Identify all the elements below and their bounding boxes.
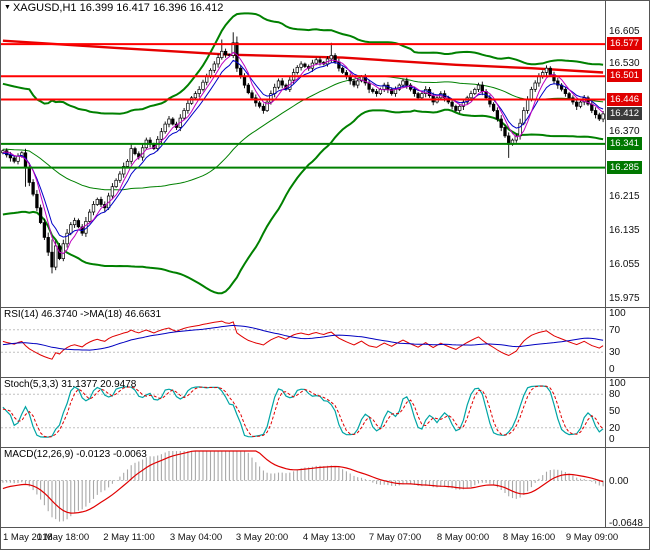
macd-axis-label: 0.00 — [609, 475, 629, 487]
price-tick-label: 16.135 — [609, 225, 640, 237]
pane-separator[interactable] — [1, 447, 649, 448]
price-tick-label: 16.215 — [609, 191, 640, 203]
macd-pane[interactable]: MACD(12,26,9) -0.0123 -0.0063 — [1, 447, 605, 527]
time-axis-label: 8 May 00:00 — [436, 532, 490, 543]
stoch-axis-label: 20 — [609, 422, 621, 434]
level-price-label: 16.577 — [607, 37, 643, 51]
pane-separator[interactable] — [1, 377, 649, 378]
price-pane[interactable]: ▼ XAGUSD,H1 16.399 16.417 16.396 16.412 — [1, 1, 605, 307]
stochastic-title: Stoch(5,3,3) 31.1377 20.9478 — [4, 379, 137, 390]
ohlc-values: 16.399 16.417 16.396 16.412 — [79, 2, 224, 14]
level-price-label: 16.446 — [607, 92, 643, 106]
rsi-axis-label: 70 — [609, 324, 621, 336]
time-axis-label: 1 May 2018 — [3, 532, 53, 543]
rsi-axis-label: 100 — [609, 308, 626, 319]
time-axis-label: 3 May 20:00 — [235, 532, 289, 543]
time-axis-label: 1 May 18:00 — [36, 532, 90, 543]
stoch-axis-label: 100 — [609, 378, 626, 389]
time-axis-label: 2 May 11:00 — [103, 532, 155, 543]
macd-canvas — [1, 450, 605, 522]
level-price-label: 16.341 — [607, 136, 643, 150]
time-axis-label: 8 May 16:00 — [502, 532, 556, 543]
time-axis-label: 9 May 09:00 — [565, 532, 619, 543]
stoch-axis-label: 80 — [609, 389, 621, 401]
current-price-label: 16.412 — [607, 106, 643, 120]
rsi-axis-label: 30 — [609, 347, 621, 359]
pane-separator[interactable] — [1, 307, 649, 308]
time-axis-label: 7 May 07:00 — [368, 532, 422, 543]
price-tick-label: 15.975 — [609, 292, 640, 304]
chart-title: ▼ XAGUSD,H1 16.399 16.417 16.396 16.412 — [4, 2, 223, 14]
time-axis[interactable]: 1 May 2018 1 May 18:00 2 May 11:00 3 May 04… — [1, 528, 649, 549]
rsi-canvas — [1, 320, 605, 360]
stochastic-canvas — [1, 385, 605, 438]
pane-separator[interactable] — [1, 527, 649, 528]
time-axis-label: 4 May 13:00 — [302, 532, 356, 543]
candlestick-canvas — [1, 12, 605, 295]
price-tick-label: 16.530 — [609, 57, 640, 69]
rsi-pane[interactable]: RSI(14) 46.3740 ->MA(18) 46.6631 — [1, 307, 605, 377]
price-tick-label: 16.055 — [609, 258, 640, 270]
symbol-timeframe-label: XAGUSD,H1 — [12, 2, 77, 14]
macd-title: MACD(12,26,9) -0.0123 -0.0063 — [4, 449, 147, 460]
stoch-axis-label: 0 — [609, 434, 615, 445]
time-axis-label: 3 May 04:00 — [169, 532, 223, 543]
rsi-axis-label: 0 — [609, 364, 615, 375]
chart-marker-icon: ▼ — [4, 4, 11, 11]
price-tick-label: 16.370 — [609, 125, 640, 137]
axis-separator — [605, 1, 606, 528]
rsi-title: RSI(14) 46.3740 ->MA(18) 46.6631 — [4, 309, 162, 320]
stoch-axis-label: 50 — [609, 406, 621, 417]
price-tick-label: 16.605 — [609, 26, 640, 38]
level-price-label: 16.501 — [607, 69, 643, 83]
macd-axis-label: -0.0648 — [609, 518, 643, 529]
price-axis[interactable]: 16.605 16.530 16.370 16.215 16.135 16.055 15.9… — [606, 1, 649, 529]
stochastic-pane[interactable]: Stoch(5,3,3) 31.1377 20.9478 — [1, 377, 605, 447]
level-price-label: 16.285 — [607, 160, 643, 174]
